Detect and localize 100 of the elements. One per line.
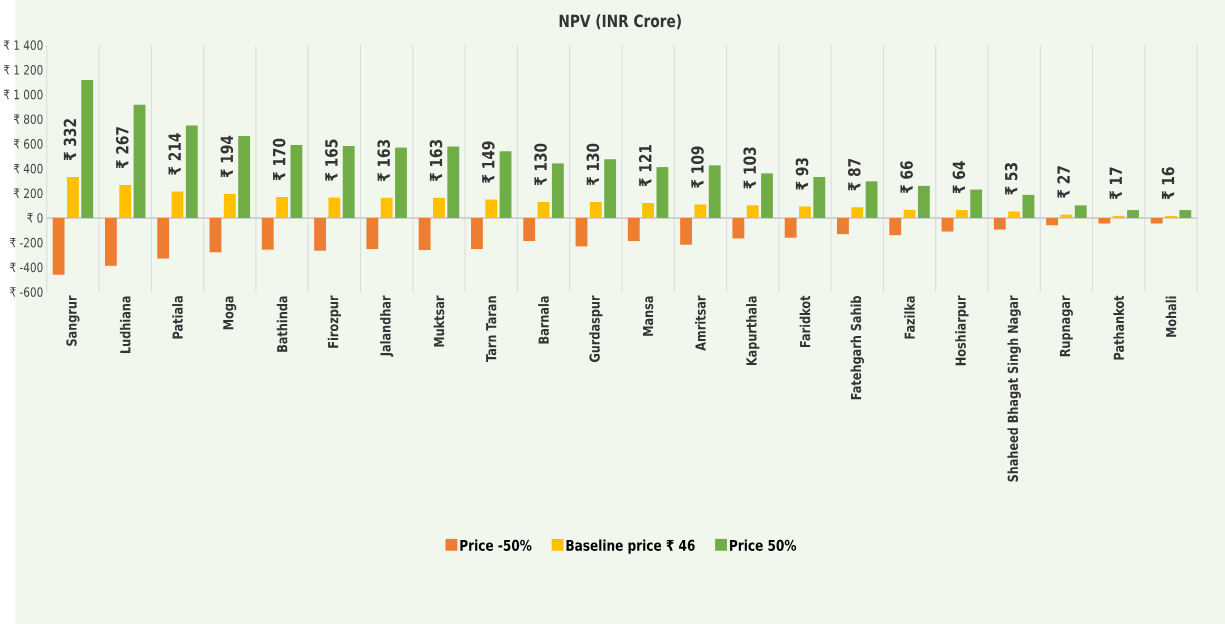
x-tick-label: Rupnagar	[1059, 295, 1073, 357]
bar	[485, 199, 498, 218]
bar	[604, 159, 617, 218]
bar	[970, 189, 983, 218]
y-tick-label: ₹ 600	[13, 139, 43, 149]
chart-title: NPV (INR Crore)	[559, 14, 681, 30]
bar	[1008, 211, 1021, 218]
bar	[185, 125, 198, 218]
legend-label: Price 50%	[730, 539, 797, 551]
bar	[1150, 217, 1163, 224]
bar	[1127, 210, 1139, 218]
x-tick-label: Ludhiana	[119, 296, 131, 353]
x-tick-label: Hoshiarpur	[955, 295, 969, 366]
bar	[813, 176, 826, 218]
bar	[261, 217, 274, 250]
bar	[993, 217, 1006, 230]
bar	[537, 201, 550, 218]
bar	[104, 217, 117, 266]
bar	[917, 185, 930, 218]
bar	[395, 147, 407, 218]
y-tick-label: ₹ 1 400	[3, 40, 43, 50]
bar	[656, 167, 669, 218]
bar	[680, 217, 692, 245]
x-tick-label: Muktsar	[433, 295, 445, 347]
data-label: ₹ 17	[1109, 167, 1122, 200]
bar	[1179, 210, 1192, 218]
bar	[209, 217, 222, 253]
x-tick-label: Mohali	[1165, 296, 1177, 337]
x-tick-label: Jalandhar	[380, 295, 394, 357]
y-tick-label: ₹ 400	[13, 163, 43, 174]
data-label: ₹ 163	[429, 139, 443, 182]
data-label: ₹ 163	[377, 139, 391, 182]
y-tick-label: ₹ -400	[10, 262, 43, 273]
data-label: ₹ 332	[63, 119, 77, 161]
data-label: ₹ 16	[1161, 167, 1175, 200]
bar	[1022, 194, 1035, 218]
bar	[67, 176, 79, 218]
bar	[342, 145, 355, 218]
bar	[380, 197, 393, 218]
bar	[81, 79, 94, 218]
bar	[627, 217, 640, 242]
bar	[418, 217, 431, 251]
data-label: ₹ 87	[847, 158, 861, 191]
data-label: ₹ 170	[272, 138, 286, 181]
bar	[314, 217, 326, 251]
bar	[732, 217, 745, 239]
bar	[1098, 217, 1111, 224]
x-tick-label: Faridkot	[799, 295, 811, 348]
bar	[837, 217, 849, 235]
x-tick-label: Bathinda	[276, 296, 288, 352]
data-label: ₹ 194	[220, 135, 234, 178]
y-tick-label: ₹ 1 000	[3, 89, 43, 100]
x-tick-label: Gurdaspur	[589, 295, 603, 362]
bar	[799, 206, 811, 218]
bar	[761, 173, 773, 218]
data-label: ₹ 27	[1057, 166, 1070, 198]
bar	[223, 194, 236, 218]
bar	[642, 203, 655, 218]
legend-label: Baseline price ₹ 46	[566, 539, 695, 554]
data-label: ₹ 93	[795, 158, 809, 190]
bar	[133, 104, 146, 218]
bar	[157, 217, 170, 259]
data-label: ₹ 165	[325, 139, 338, 181]
bar	[447, 146, 460, 218]
x-tick-label: Shaheed Bhagat Singh Nagar	[1007, 295, 1021, 482]
data-label: ₹ 267	[115, 127, 129, 169]
bar	[290, 144, 303, 218]
y-tick-label: ₹ -200	[10, 237, 43, 248]
x-tick-label: Fazilka	[904, 296, 915, 339]
bar	[694, 204, 707, 218]
data-label: ₹ 103	[743, 147, 757, 189]
bar	[708, 165, 721, 218]
x-tick-label: Firozpur	[327, 295, 342, 348]
bar	[238, 135, 251, 218]
bar	[52, 217, 65, 275]
x-tick-label: Amritsar	[695, 295, 706, 351]
x-tick-label: Moga	[223, 296, 237, 330]
bar	[851, 207, 864, 218]
data-label: ₹ 130	[534, 143, 547, 186]
y-tick-label: ₹ 800	[13, 114, 43, 125]
bar	[575, 217, 588, 247]
bar	[889, 217, 902, 236]
x-tick-label: Tarn Taran	[486, 296, 497, 362]
y-tick-label: ₹ 1 200	[3, 65, 43, 75]
bar	[1046, 217, 1059, 226]
bar	[119, 184, 132, 218]
bar	[903, 209, 916, 218]
x-tick-label: Kapurthala	[746, 296, 760, 366]
data-label: ₹ 66	[900, 161, 913, 194]
bar	[865, 181, 878, 218]
bar	[941, 217, 954, 232]
bar	[1074, 205, 1087, 218]
x-tick-label: Pathankot	[1113, 295, 1125, 360]
bar	[1112, 215, 1125, 218]
bar	[523, 217, 536, 242]
bar	[328, 197, 341, 218]
bar	[551, 163, 564, 218]
bar	[433, 197, 445, 218]
x-tick-label: Barnala	[538, 296, 549, 344]
y-tick-label: ₹ 200	[13, 188, 43, 199]
